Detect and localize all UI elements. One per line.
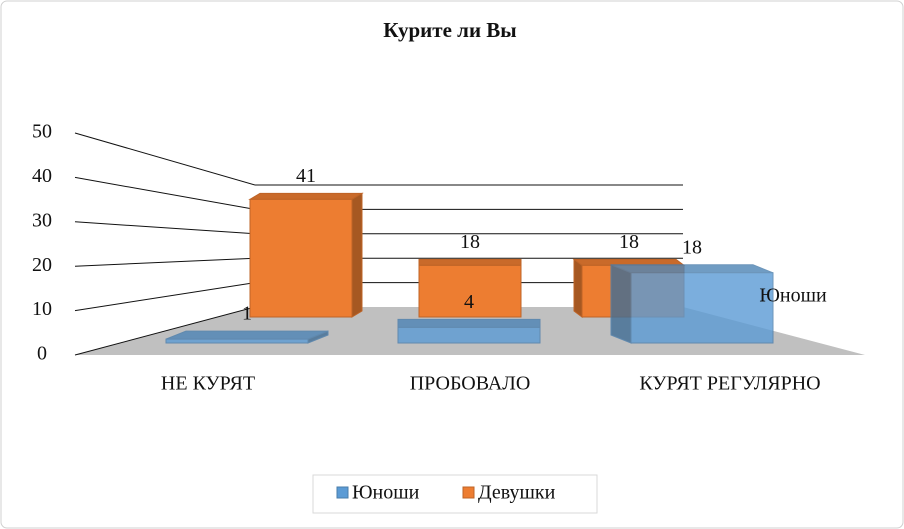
bar-top bbox=[248, 192, 364, 200]
x-tick-label: НЕ КУРЯТ bbox=[161, 373, 255, 395]
series-label: Юноши bbox=[759, 285, 827, 307]
bar-front bbox=[397, 326, 541, 344]
bar-top bbox=[418, 258, 522, 266]
data-label: 1 bbox=[242, 303, 252, 325]
bar bbox=[610, 264, 774, 344]
y-tick-label: 50 bbox=[32, 121, 52, 143]
y-tick-label: 0 bbox=[37, 343, 47, 365]
grid-line bbox=[74, 257, 256, 267]
grid-line bbox=[74, 221, 256, 235]
bar-side bbox=[573, 258, 583, 318]
data-label: 4 bbox=[464, 291, 474, 313]
data-label: 18 bbox=[460, 231, 480, 253]
legend-label: Юноши bbox=[352, 482, 420, 504]
bar bbox=[165, 330, 329, 344]
legend-label: Девушки bbox=[478, 482, 556, 504]
legend-swatch bbox=[462, 486, 475, 499]
bar-front bbox=[630, 272, 774, 344]
grid-line bbox=[74, 306, 256, 356]
legend bbox=[312, 474, 598, 514]
chart-title: Курите ли Вы bbox=[383, 18, 516, 42]
bar-front bbox=[418, 264, 522, 318]
bar-top bbox=[610, 264, 774, 274]
x-tick-label: КУРЯТ РЕГУЛЯРНО bbox=[639, 373, 820, 395]
data-label: 18 bbox=[619, 231, 639, 253]
grid-line bbox=[74, 282, 256, 312]
legend-swatch bbox=[336, 486, 349, 499]
y-tick-label: 10 bbox=[32, 298, 52, 320]
y-tick-label: 30 bbox=[32, 209, 52, 231]
bar-side bbox=[610, 264, 632, 344]
bar bbox=[418, 258, 522, 318]
bar-top bbox=[397, 318, 541, 328]
y-tick-label: 20 bbox=[32, 254, 52, 276]
bar-side bbox=[351, 192, 363, 318]
data-label: 41 bbox=[296, 165, 316, 187]
grid-line bbox=[74, 176, 256, 210]
x-tick-label: ПРОБОВАЛО bbox=[410, 373, 531, 395]
grid-line bbox=[74, 132, 256, 186]
data-label: 18 bbox=[682, 236, 702, 258]
bar-front bbox=[249, 198, 353, 318]
bar bbox=[248, 192, 364, 318]
bar-front bbox=[165, 338, 309, 344]
y-tick-label: 40 bbox=[32, 165, 52, 187]
legend-box bbox=[312, 474, 598, 514]
bar bbox=[397, 318, 541, 344]
bar-top bbox=[165, 330, 329, 340]
